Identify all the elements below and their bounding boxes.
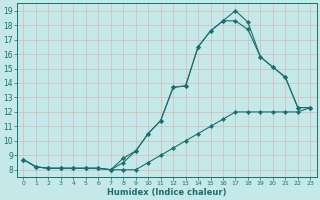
X-axis label: Humidex (Indice chaleur): Humidex (Indice chaleur) [107,188,227,197]
